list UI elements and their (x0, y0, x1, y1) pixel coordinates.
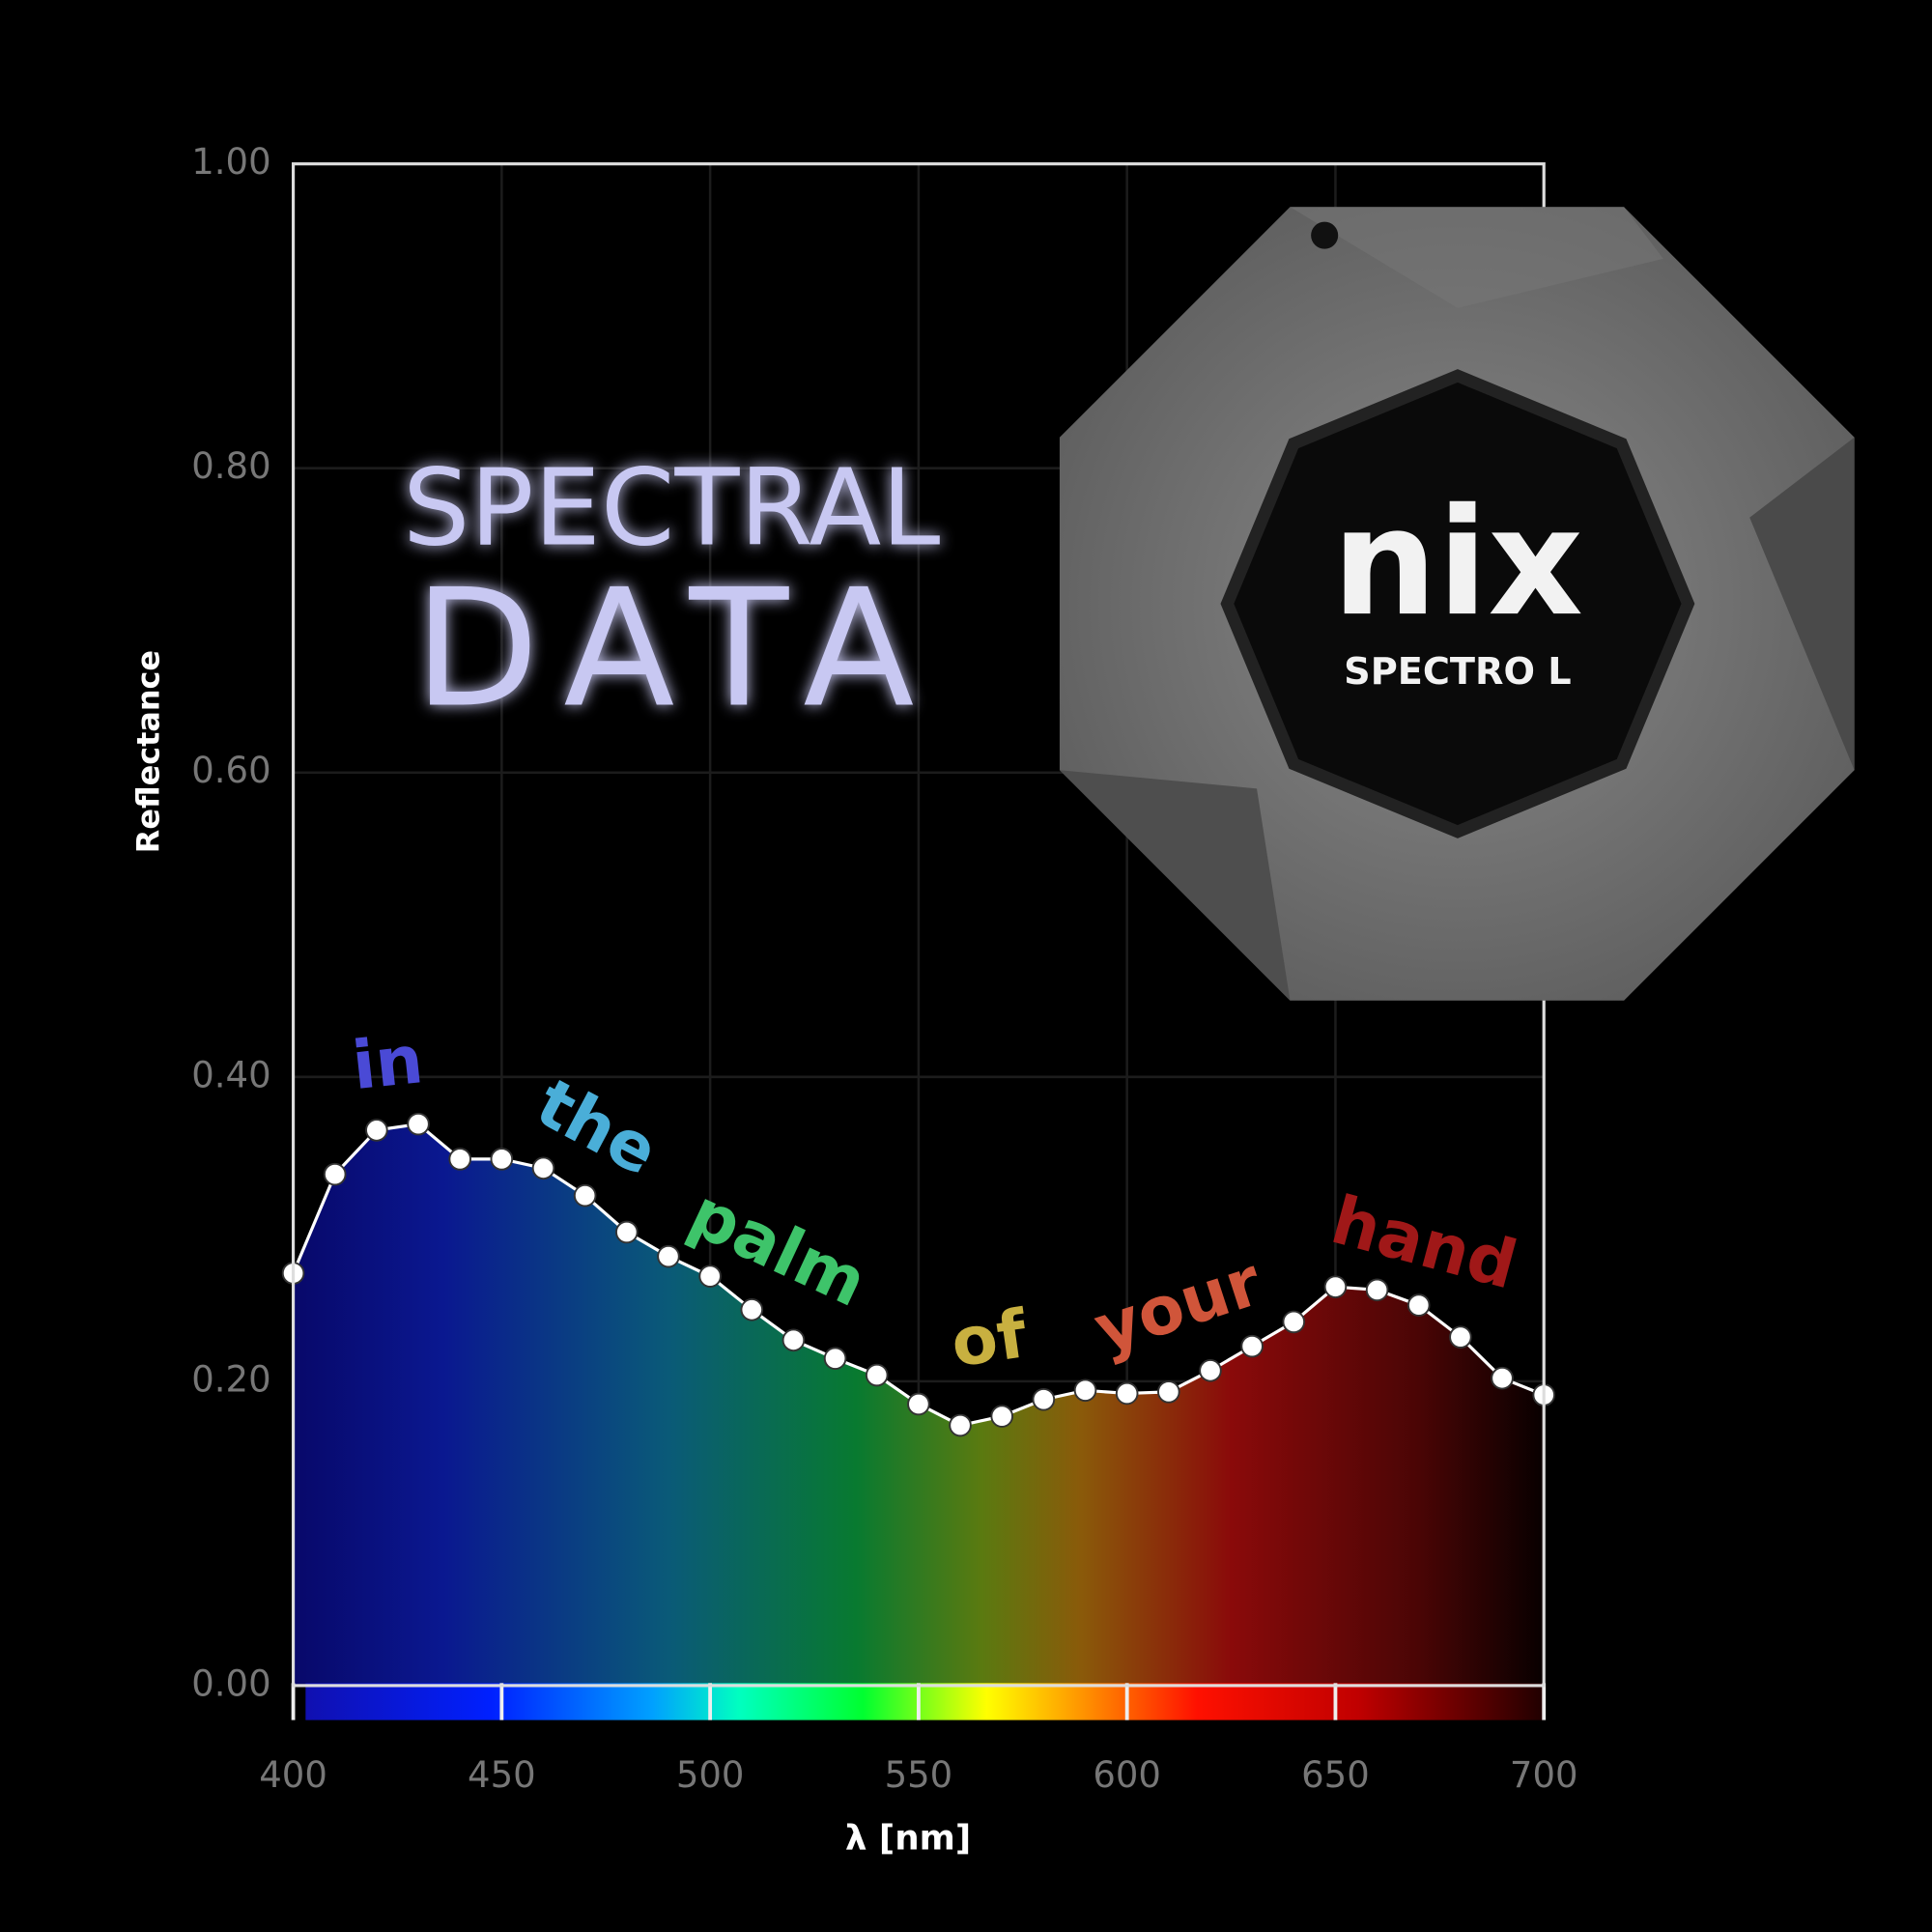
device-face (1220, 369, 1695, 838)
point (1240, 1334, 1264, 1358)
x-axis-label: λ [nm] (845, 1818, 971, 1858)
point (531, 1156, 555, 1180)
plot (281, 1112, 1556, 1720)
point (1115, 1381, 1139, 1406)
x-tick-label: 650 (1301, 1754, 1370, 1796)
device-facet (1059, 770, 1291, 1001)
y-axis-label: Reflectance (130, 650, 167, 853)
point (1073, 1378, 1097, 1403)
device-hole (1311, 221, 1339, 249)
x-tick-label: 500 (676, 1754, 745, 1796)
x-tick-label: 600 (1093, 1754, 1161, 1796)
point (573, 1183, 597, 1208)
y-tick-label: 0.80 (191, 445, 270, 487)
point (990, 1405, 1014, 1428)
point (448, 1148, 471, 1171)
device: nix SPECTRO L (1059, 207, 1855, 1001)
point (1032, 1387, 1056, 1411)
y-tick-label: 0.60 (191, 750, 270, 791)
point (1323, 1275, 1348, 1298)
device-facet (1749, 437, 1855, 771)
title-line: DATA (414, 554, 942, 744)
point (865, 1363, 889, 1387)
point (1406, 1293, 1431, 1317)
annotation: in (349, 1021, 427, 1105)
point (698, 1264, 722, 1288)
x-tick-label: 550 (885, 1754, 953, 1796)
point (1365, 1278, 1389, 1302)
point (657, 1244, 680, 1268)
grid: 0.00 0.20 0.40 0.60 0.80 1.00 400 450 500 550 600 6… (191, 141, 1577, 1796)
x-tick-label: 400 (259, 1754, 327, 1796)
point (365, 1119, 388, 1142)
point (781, 1328, 806, 1352)
point (1449, 1325, 1472, 1349)
point (407, 1112, 430, 1136)
point (949, 1413, 972, 1437)
point (323, 1162, 347, 1186)
y-tick-label: 1.00 (191, 141, 270, 183)
point (740, 1298, 764, 1321)
point (490, 1148, 514, 1171)
device-facet (1290, 207, 1663, 308)
x-tick-label: 700 (1510, 1754, 1578, 1796)
point (615, 1220, 639, 1244)
y-tick-label: 0.00 (191, 1662, 270, 1704)
spectrum-bar (305, 1683, 1545, 1720)
y-tick-label: 0.20 (191, 1358, 270, 1400)
device-logo: nix (1332, 477, 1583, 649)
annotation: of (947, 1295, 1033, 1382)
annotation: hand (1323, 1181, 1524, 1304)
point (907, 1392, 930, 1416)
y-tick-label: 0.40 (191, 1054, 270, 1095)
title-line: SPECTRAL (403, 445, 941, 569)
point (1282, 1310, 1306, 1334)
point (823, 1347, 847, 1371)
x-tick-label: 450 (468, 1754, 536, 1796)
point (1157, 1380, 1180, 1404)
point (1491, 1366, 1514, 1390)
device-model: SPECTRO L (1344, 650, 1572, 694)
point (1199, 1359, 1222, 1382)
